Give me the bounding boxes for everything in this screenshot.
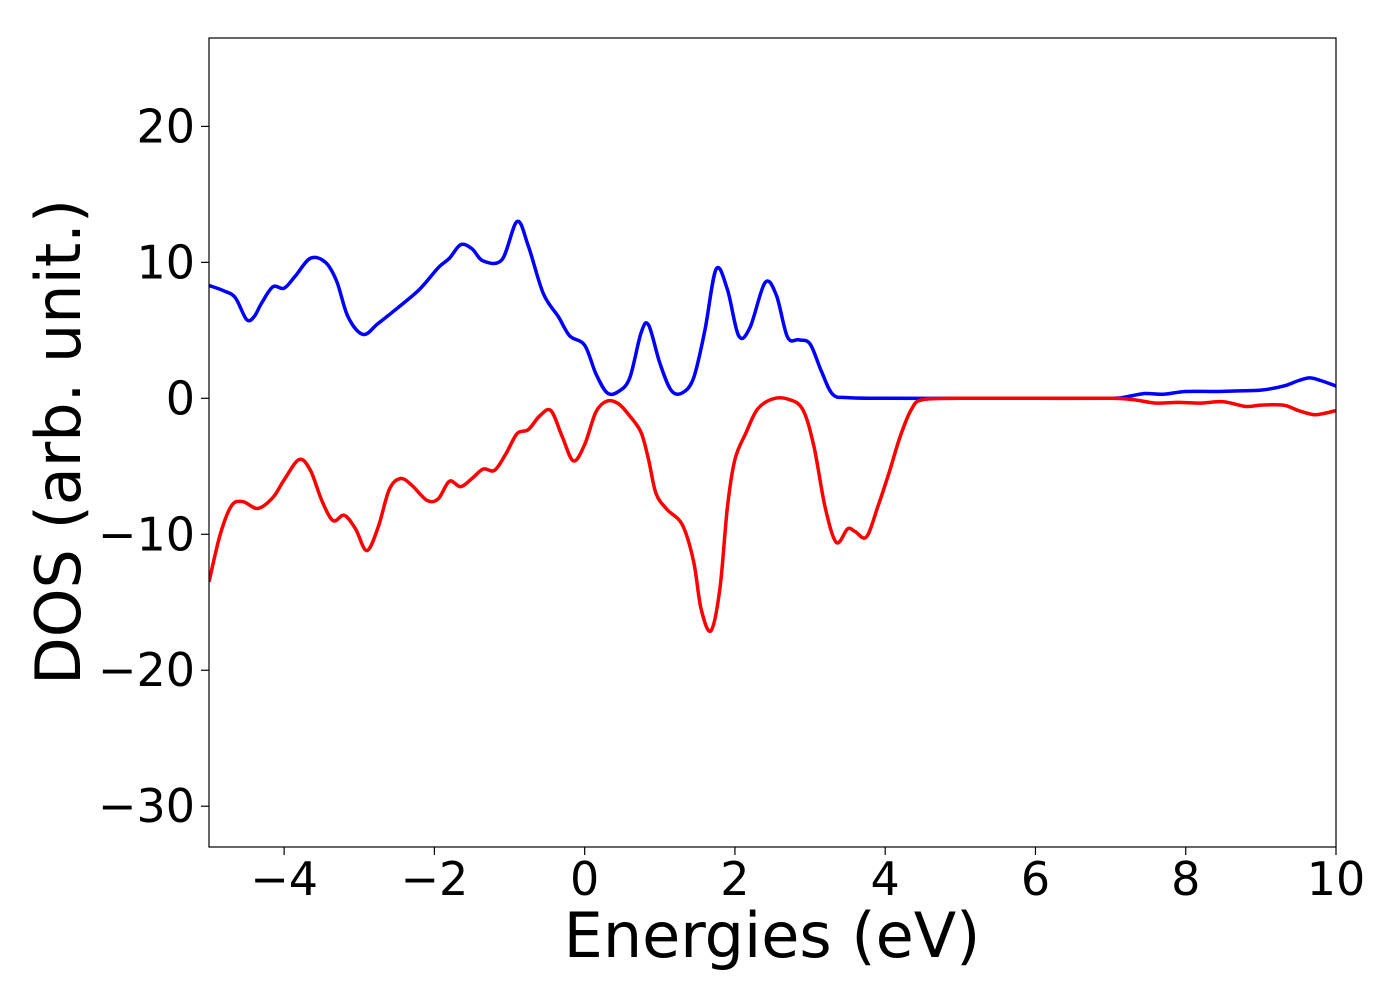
x-tick-label: 0: [570, 852, 599, 906]
x-tick-label: −4: [250, 852, 318, 906]
x-tick-label: 10: [1307, 852, 1366, 906]
x-tick-label: −2: [400, 852, 468, 906]
x-tick-label: 2: [720, 852, 749, 906]
plot-frame: [208, 37, 1337, 848]
x-tick-label: 6: [1021, 852, 1050, 906]
y-tick-label: −20: [98, 643, 195, 697]
y-tick-label: 20: [136, 99, 195, 153]
x-tick-label: 4: [871, 852, 900, 906]
y-tick-label: −10: [98, 507, 195, 561]
x-axis-label: Energies (eV): [564, 899, 981, 972]
series-line-2: [209, 395, 1336, 634]
y-axis-label: DOS (arb. unit.): [22, 199, 95, 685]
y-tick-label: 0: [166, 371, 195, 425]
x-tick-label: 8: [1171, 852, 1200, 906]
y-tick-label: 10: [136, 235, 195, 289]
y-tick-label: −30: [98, 779, 195, 833]
